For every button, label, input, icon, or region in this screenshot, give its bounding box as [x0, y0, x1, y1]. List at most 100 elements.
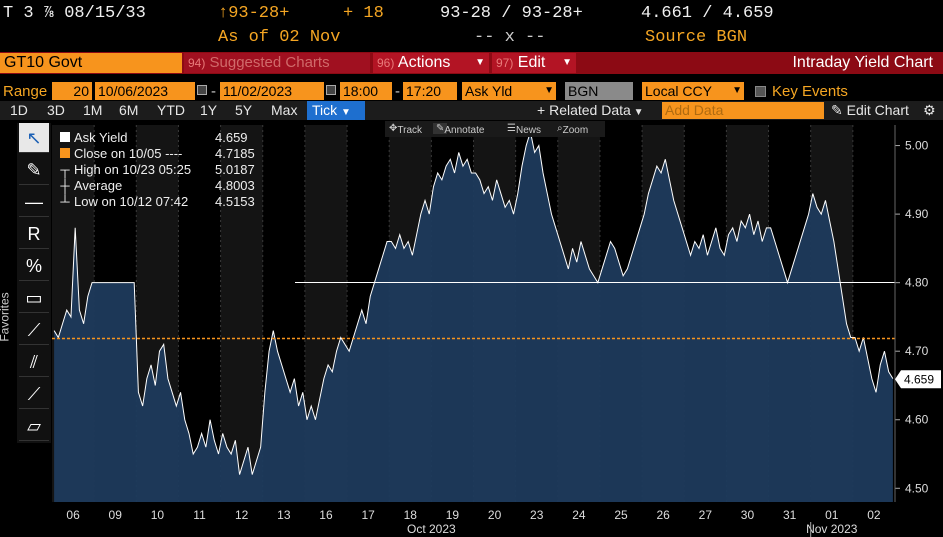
- channel-icon[interactable]: ⫽: [19, 347, 49, 377]
- security-field[interactable]: GT10 Govt: [0, 53, 182, 73]
- x-tick-label: 20: [488, 508, 502, 522]
- y-tick-label: 4.50: [905, 481, 929, 495]
- average-label: Average: [74, 178, 123, 193]
- yield-chart[interactable]: 4.50 4.60 4.70 4.80 4.90 5.00 06 09 10 11 12 13 16 1…: [0, 120, 943, 537]
- x-tick-label: 16: [319, 508, 333, 522]
- chart-tool-strip: ✥ Track ✎ Annotate ☰ News ⌕ Zoom: [385, 121, 605, 137]
- current-value-label: 4.659: [904, 372, 934, 386]
- period-ytd[interactable]: YTD: [157, 102, 185, 118]
- currency-select[interactable]: Local CCY ▼: [642, 82, 744, 100]
- tick-label: Tick: [312, 102, 338, 118]
- range-bar: Range 20 10/06/2023 - 11/02/2023 18:00 -…: [0, 81, 943, 101]
- ask-yield-swatch: [60, 132, 70, 142]
- period-max[interactable]: Max: [271, 102, 298, 118]
- annotate-label: Annotate: [444, 125, 485, 136]
- horizontal-line-icon[interactable]: —: [19, 187, 49, 217]
- range-interval-field[interactable]: 20: [52, 82, 92, 100]
- period-1d[interactable]: 1D: [10, 102, 28, 118]
- as-of-date: As of 02 Nov: [218, 28, 341, 47]
- start-calendar-icon[interactable]: [197, 85, 207, 95]
- end-date-field[interactable]: 11/02/2023: [220, 82, 324, 100]
- period-bar: 1D 3D 1M 6M YTD 1Y 5Y Max Tick ▼ + Relat…: [0, 101, 943, 120]
- related-data-caret-icon: ▼: [630, 107, 644, 118]
- edit-button[interactable]: 97) Edit ▼: [492, 53, 576, 73]
- x-tick-label: 11: [193, 508, 206, 522]
- field-select[interactable]: Ask Yld ▼: [462, 82, 556, 100]
- legend-average: ┼ Average 4.8003: [60, 178, 254, 194]
- drawing-toolbar: ↖ ✎ — R % ▭ ⟋ ⫽ ⟋ ▱: [17, 123, 51, 443]
- pointer-icon[interactable]: ↖: [19, 123, 49, 153]
- percent-change-icon[interactable]: %: [19, 251, 49, 281]
- pricing-source: Source BGN: [645, 28, 748, 47]
- yield-line: [53, 131, 894, 475]
- suggested-charts-button[interactable]: 94) Suggested Charts: [184, 53, 370, 73]
- x-tick-label: 26: [656, 508, 670, 522]
- period-1y[interactable]: 1Y: [200, 102, 218, 118]
- source-field[interactable]: BGN: [565, 82, 633, 100]
- function-bar: GT10 Govt 94) Suggested Charts 96) Actio…: [0, 52, 943, 74]
- add-data-input[interactable]: Add Data: [662, 102, 824, 119]
- actions-number: 96): [377, 56, 395, 70]
- key-events-checkbox[interactable]: [755, 86, 766, 97]
- high-label: High on 10/23 05:25: [74, 162, 192, 177]
- close-value: 4.7185: [215, 146, 255, 161]
- end-calendar-icon[interactable]: [326, 85, 336, 95]
- legend-close[interactable]: Close on 10/05 ---- 4.7185: [60, 146, 255, 162]
- low-value: 4.5153: [215, 194, 255, 209]
- period-1m[interactable]: 1M: [83, 102, 103, 118]
- current-value-tag: 4.659: [895, 370, 941, 389]
- price-change: + 18: [343, 4, 384, 23]
- favorites-tab[interactable]: Favorites: [0, 280, 16, 360]
- x-tick-label: 24: [572, 508, 586, 522]
- related-data-button[interactable]: + Related Data ▼: [537, 102, 643, 118]
- pencil-icon: ✎: [831, 102, 847, 118]
- x-tick-label: 10: [151, 508, 165, 522]
- pen-icon[interactable]: ✎: [19, 155, 49, 185]
- annotate-tool[interactable]: ✎ Annotate: [433, 123, 484, 136]
- band-icon[interactable]: ▱: [19, 411, 49, 441]
- legend-high: ┬ High on 10/23 05:25 5.0187: [60, 162, 254, 178]
- zoom-tool[interactable]: ⌕ Zoom: [557, 123, 589, 136]
- x-axis: 06 09 10 11 12 13 16 17 18 19 20 23 24 25 26 27 30 31 01 02…: [0, 502, 943, 537]
- rectangle-icon[interactable]: ▭: [19, 283, 49, 313]
- quote-header: T 3 ⅞ 08/15/33 ↑93-28+ + 18 93-28 / 93-2…: [0, 0, 943, 52]
- start-date-field[interactable]: 10/06/2023: [95, 82, 195, 100]
- page-title: Intraday Yield Chart: [792, 54, 933, 71]
- track-tool[interactable]: ✥ Track: [389, 123, 423, 136]
- news-label: News: [515, 125, 541, 136]
- time-separator: -: [395, 83, 400, 100]
- x-tick-label: 27: [699, 508, 713, 522]
- x-tick-label: 13: [277, 508, 291, 522]
- x-month-label: Oct 2023: [407, 522, 456, 536]
- start-time-field[interactable]: 18:00: [340, 82, 392, 100]
- bid-ask-yield: 4.661 / 4.659: [641, 4, 774, 23]
- end-time-field[interactable]: 17:20: [403, 82, 457, 100]
- low-marker-icon: ┴: [60, 194, 70, 209]
- day-band: [220, 125, 263, 502]
- legend-low: ┴ Low on 10/12 07:42 4.5153: [60, 194, 254, 210]
- legend-ask-yield[interactable]: Ask Yield 4.659: [60, 130, 248, 146]
- period-5y[interactable]: 5Y: [235, 102, 253, 118]
- x-tick-label: 09: [109, 508, 123, 522]
- segment-icon[interactable]: ⟋: [19, 379, 49, 409]
- tick-button[interactable]: Tick ▼: [307, 101, 365, 120]
- bid-ask-price: 93-28 / 93-28+: [440, 4, 583, 23]
- y-tick-label: 5.00: [905, 139, 929, 153]
- period-3d[interactable]: 3D: [47, 102, 65, 118]
- gear-icon[interactable]: ⚙: [923, 102, 936, 118]
- close-label: Close on 10/05 ----: [74, 146, 183, 161]
- actions-button[interactable]: 96) Actions ▼: [373, 53, 489, 73]
- x-tick-label: 25: [614, 508, 628, 522]
- period-6m[interactable]: 6M: [119, 102, 139, 118]
- track-label: Track: [397, 125, 423, 136]
- ask-yield-value: 4.659: [215, 130, 248, 145]
- y-tick-label: 4.90: [905, 207, 929, 221]
- plus-icon: +: [537, 102, 550, 118]
- edit-chart-button[interactable]: ✎ Edit Chart: [831, 102, 909, 119]
- trendline-icon[interactable]: ⟋: [19, 315, 49, 345]
- retracement-icon[interactable]: R: [19, 219, 49, 249]
- bid-ask-size: -- x --: [474, 28, 546, 47]
- x-axis-bg: [0, 502, 943, 537]
- edit-label: Edit: [517, 54, 546, 71]
- news-tool[interactable]: ☰ News: [507, 123, 541, 136]
